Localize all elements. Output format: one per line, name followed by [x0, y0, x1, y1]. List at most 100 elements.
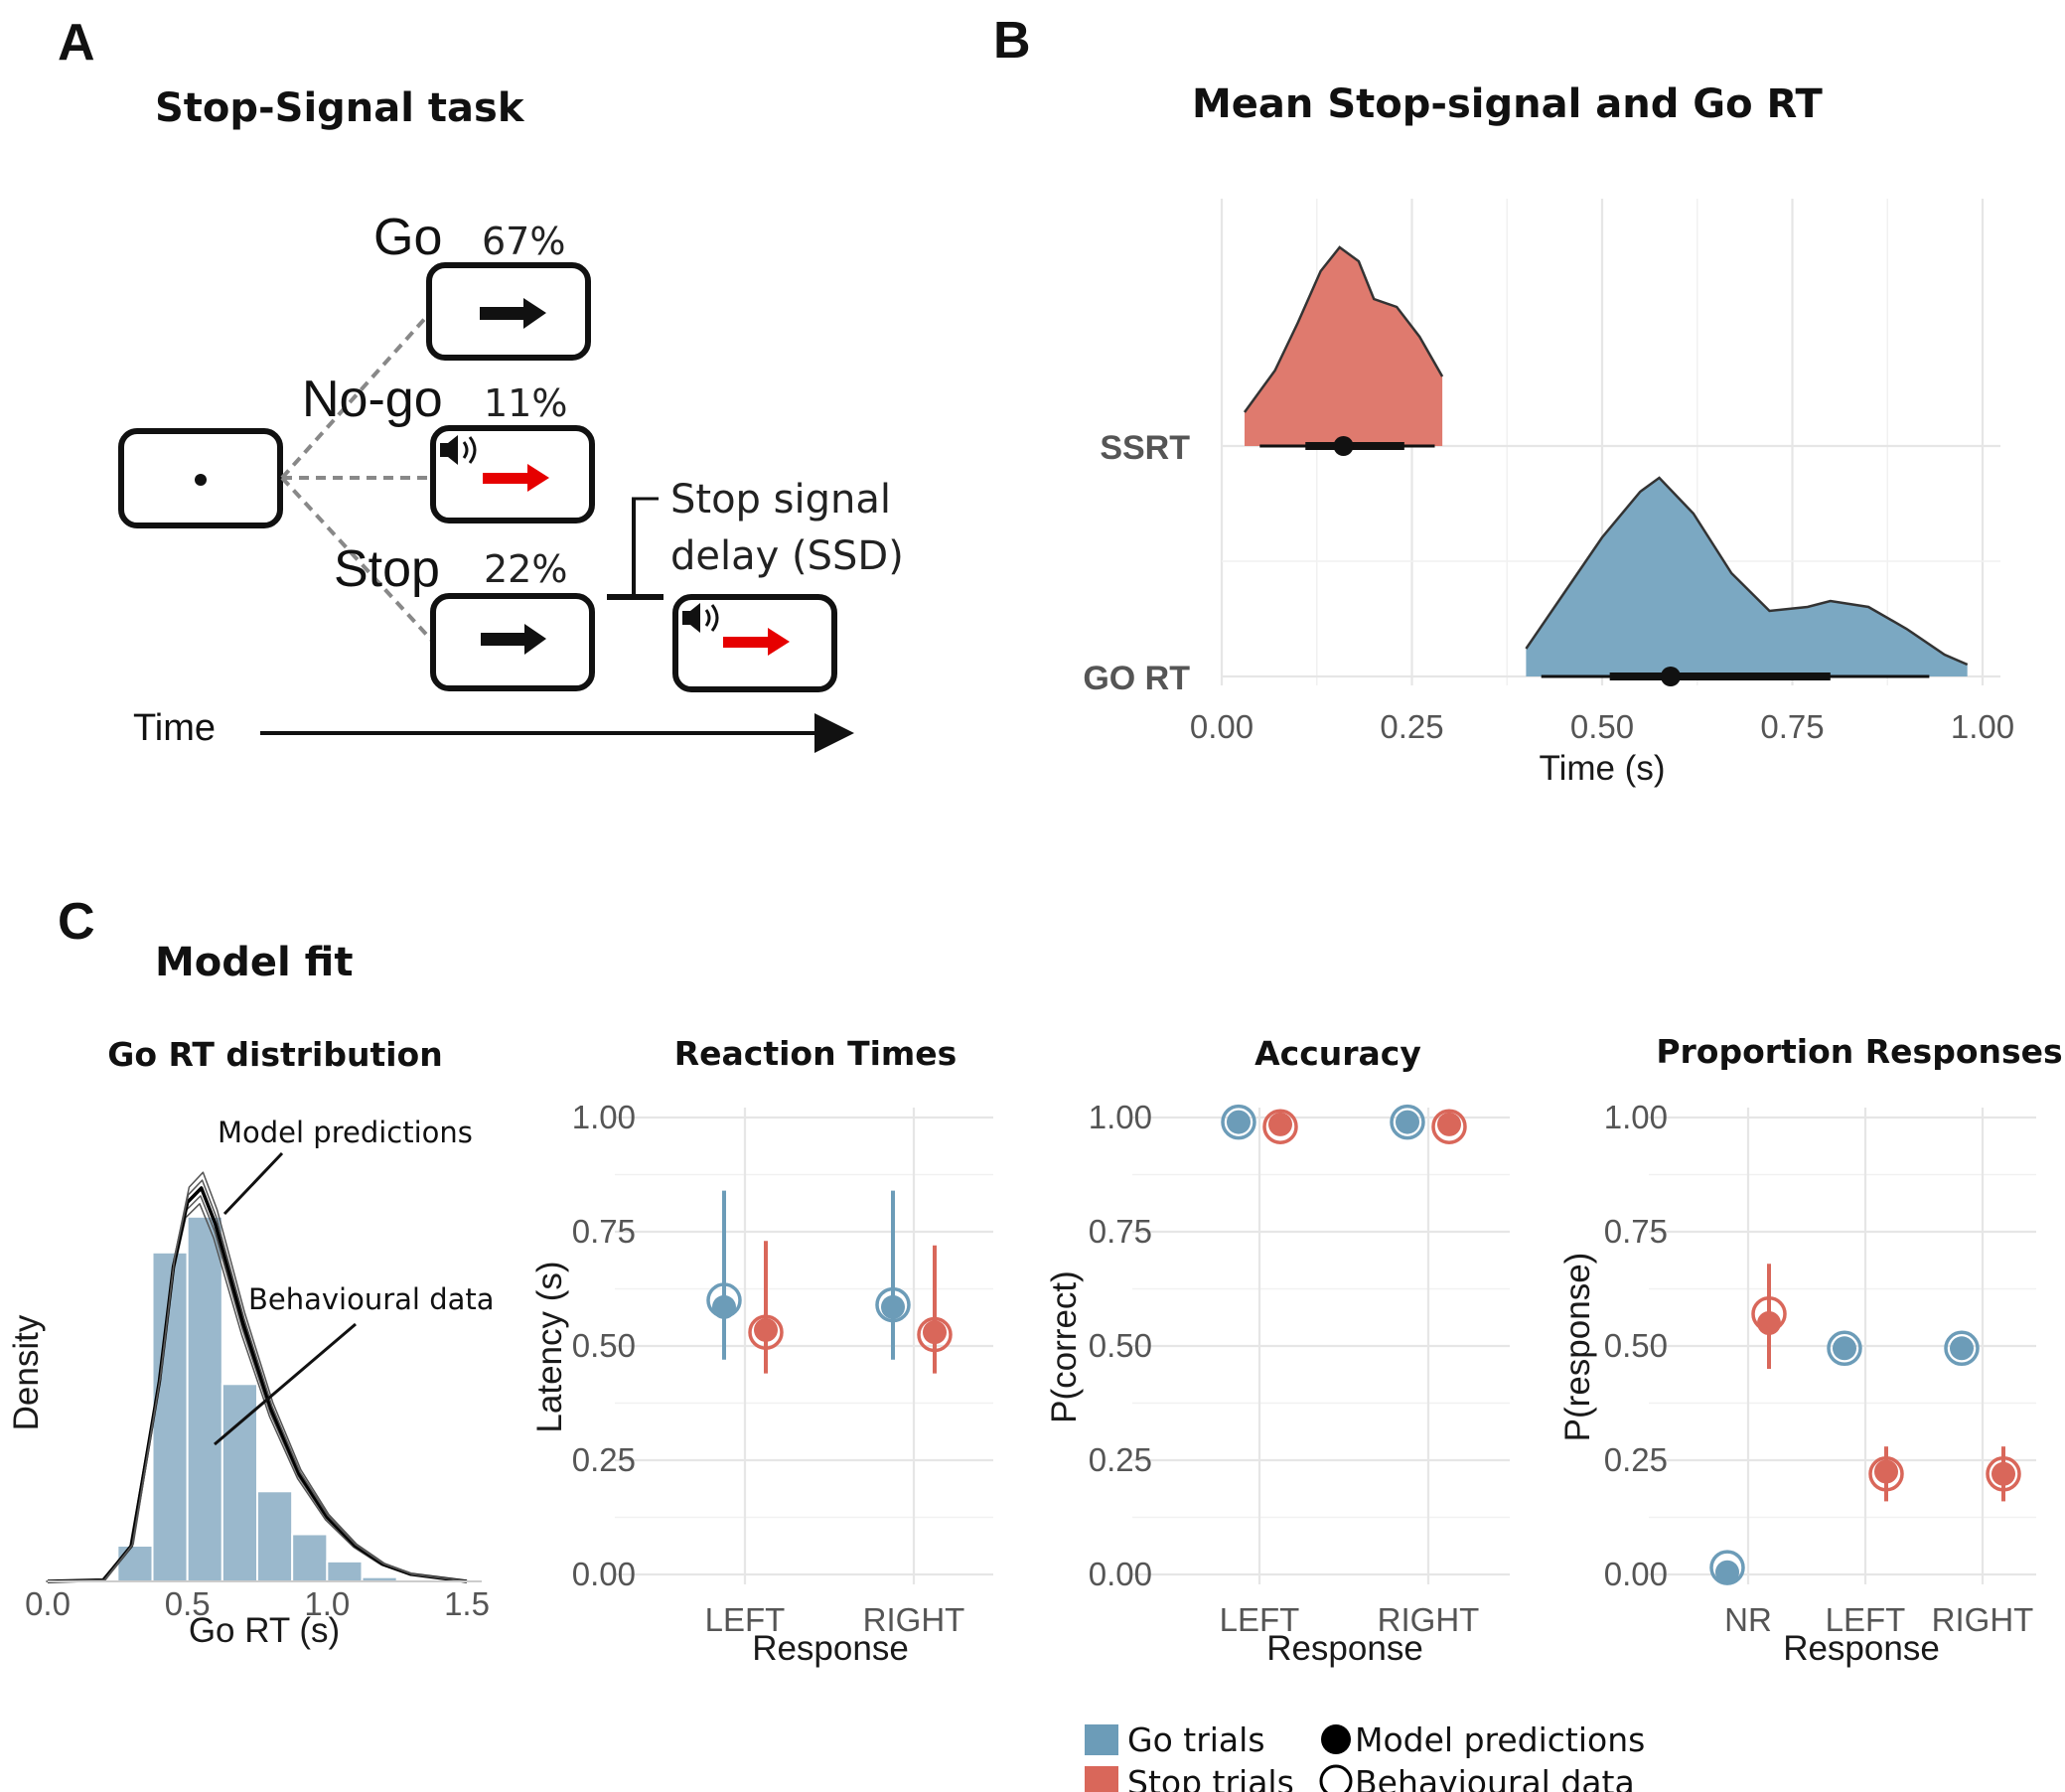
- legend-stop-label: Stop trials: [1127, 1763, 1294, 1792]
- x-tick-label: RIGHT: [1378, 1601, 1480, 1638]
- model-prediction-point: [1396, 1110, 1419, 1134]
- nogo-label: No-go: [302, 371, 443, 428]
- annotation-behavioural-data: Behavioural data: [248, 1282, 495, 1316]
- model-prediction-point: [1715, 1560, 1739, 1584]
- model-prediction-point: [1950, 1336, 1974, 1361]
- x-tick-label: 0.50: [1570, 708, 1634, 745]
- panel-a-title: Stop-Signal task: [155, 85, 525, 131]
- y-tick-label: 0.50: [572, 1327, 636, 1364]
- histogram-bar: [326, 1560, 364, 1582]
- reaction-times-y-axis-title: Latency (s): [530, 1261, 569, 1432]
- accuracy-marks: 0.00 0.25 0.50 0.75 1.00 LEFT RIGHT: [1089, 1099, 1510, 1638]
- x-tick-label: LEFT: [1826, 1601, 1906, 1638]
- accuracy-plot: Accuracy 0.00 0.25 0.50 0.75 1.00 LEFT RIGHT R…: [1045, 1034, 1510, 1668]
- x-tick-label: 1.00: [1951, 708, 2014, 745]
- y-tick-label: 1.00: [572, 1099, 636, 1135]
- x-tick-label: 1.0: [304, 1585, 350, 1622]
- x-tick-label: 1.5: [444, 1585, 490, 1622]
- model-prediction-point: [1991, 1461, 2015, 1486]
- y-tick-label: 0.75: [1089, 1213, 1152, 1250]
- y-tick-label: 1.00: [1089, 1099, 1152, 1135]
- panel-a-letter: A: [58, 14, 95, 72]
- proportion-responses-plot: Proportion Responses 0.00 0.25 0.50 0.75 1.0…: [1558, 1032, 2063, 1668]
- x-tick-label: RIGHT: [1932, 1601, 2034, 1638]
- panel-b-letter: B: [993, 12, 1031, 70]
- y-tick-label: 0.25: [572, 1441, 636, 1478]
- branch-stop-line: [280, 476, 435, 644]
- nogo-pct: 11%: [484, 381, 567, 425]
- reaction-times-marks: 0.00 0.25 0.50 0.75 1.00 LEFT RIGHT: [572, 1099, 993, 1638]
- y-tick-label: 0.00: [1604, 1556, 1668, 1592]
- model-prediction-point: [1227, 1110, 1251, 1134]
- go-rt-x-axis-title: Go RT (s): [189, 1611, 340, 1650]
- legend-model-label: Model predictions: [1355, 1720, 1645, 1759]
- annotation-behavioural-pointer: [214, 1322, 357, 1446]
- histogram-bar: [186, 1215, 223, 1583]
- histogram-bar: [116, 1545, 154, 1582]
- y-tick-label: 1.00: [1604, 1099, 1668, 1135]
- go-arrow-icon: [480, 298, 546, 329]
- branch-go-line: [280, 312, 431, 480]
- go-rt-distribution-title: Go RT distribution: [107, 1035, 442, 1074]
- histogram-bar: [291, 1533, 329, 1582]
- panel-c-title: Model fit: [155, 940, 353, 985]
- behavioural-data-point: [1431, 1109, 1467, 1144]
- ssd-line-1: Stop signal: [670, 477, 891, 523]
- legend-stop-swatch: [1085, 1766, 1118, 1792]
- y-tick-label: 0.75: [1604, 1213, 1668, 1250]
- go-label: Go: [373, 209, 442, 266]
- proportion-responses-x-axis-title: Response: [1783, 1629, 1940, 1668]
- behavioural-data-point: [875, 1286, 911, 1323]
- legend-model-marker: [1321, 1724, 1351, 1754]
- x-tick-label: 0.00: [1190, 708, 1254, 745]
- stop-label: Stop: [334, 540, 440, 598]
- behavioural-data-point: [1751, 1296, 1787, 1332]
- model-curve: [46, 1171, 469, 1583]
- histogram-bar: [221, 1383, 258, 1583]
- model-prediction-point: [1833, 1336, 1856, 1361]
- x-tick-label: NR: [1724, 1601, 1772, 1638]
- panel-b: B Mean Stop-signal and Go RT SSRT GO RT …: [993, 12, 2014, 788]
- x-tick-label: RIGHT: [863, 1601, 965, 1638]
- behavioural-data-point: [1868, 1456, 1904, 1492]
- x-tick-label: LEFT: [705, 1601, 786, 1638]
- panel-b-marks: [1243, 245, 1969, 686]
- model-prediction-point: [881, 1294, 905, 1319]
- ssd-line-2: delay (SSD): [670, 533, 904, 579]
- behavioural-data-point: [1709, 1550, 1745, 1585]
- panel-b-title: Mean Stop-signal and Go RT: [1192, 81, 1824, 127]
- x-tick-label: 0.0: [25, 1585, 71, 1622]
- ssrt-density: [1244, 247, 1443, 446]
- y-tick-label: 0.00: [1089, 1556, 1152, 1592]
- y-tick-label: 0.50: [1089, 1327, 1152, 1364]
- category-label-ssrt: SSRT: [1100, 429, 1190, 467]
- point-estimate: [1660, 667, 1681, 686]
- panel-b-x-axis-title: Time (s): [1539, 749, 1665, 788]
- panel-c: C Model fit Go RT distribution 0.0 0.5 1.0…: [7, 893, 2063, 1792]
- speaker-icon: [682, 603, 719, 633]
- proportion-responses-title: Proportion Responses: [1656, 1032, 2062, 1071]
- y-tick-label: 0.75: [572, 1213, 636, 1250]
- ssrt-density-outline: [1243, 245, 1444, 413]
- accuracy-y-axis-title: P(correct): [1045, 1270, 1084, 1423]
- x-tick-label: 0.75: [1760, 708, 1824, 745]
- behavioural-data-point: [1262, 1109, 1298, 1144]
- y-tick-label: 0.25: [1604, 1441, 1668, 1478]
- point-estimate: [1333, 436, 1354, 456]
- go-rt-x-ticks: 0.0 0.5 1.0 1.5: [25, 1585, 490, 1622]
- x-tick-label: LEFT: [1220, 1601, 1300, 1638]
- go-rt-y-axis-title: Density: [7, 1314, 46, 1430]
- panel-a: A Stop-Signal task Go 67% No-go 11%: [58, 14, 904, 753]
- legend-behav-label: Behavioural data: [1355, 1763, 1635, 1792]
- go-rt-distribution-plot: Go RT distribution 0.0 0.5 1.0 1.5 Go RT (s…: [7, 1035, 495, 1650]
- panel-b-x-ticks: 0.00 0.25 0.50 0.75 1.00: [1190, 708, 2014, 745]
- go-rt-density-outline: [1525, 476, 1969, 667]
- model-prediction-point: [923, 1320, 947, 1345]
- behavioural-data-point: [1986, 1456, 2021, 1492]
- legend: Go trials Stop trials Model predictions …: [1085, 1720, 1645, 1792]
- go-rt-density: [1526, 478, 1968, 676]
- nogo-red-arrow-icon: [483, 464, 549, 492]
- model-prediction-point: [754, 1317, 778, 1342]
- behavioural-data-point: [917, 1316, 953, 1353]
